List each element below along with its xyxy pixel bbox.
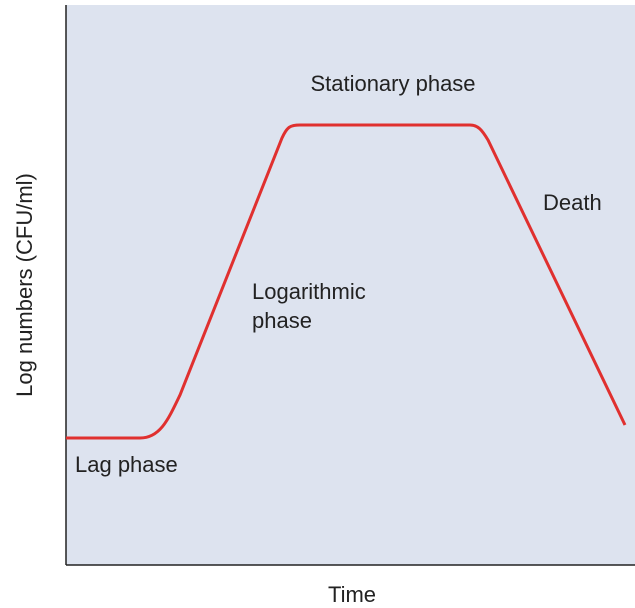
x-axis-label: Time (328, 582, 376, 607)
death-label: Death (543, 190, 602, 215)
y-axis-label: Log numbers (CFU/ml) (12, 173, 37, 397)
lag-label: Lag phase (75, 452, 178, 477)
logarithmic-label: Logarithmic (252, 279, 366, 304)
logarithmic-label: phase (252, 308, 312, 333)
plot-area (66, 5, 635, 565)
growth-curve (66, 123, 627, 440)
stationary-label: Stationary phase (310, 71, 475, 96)
